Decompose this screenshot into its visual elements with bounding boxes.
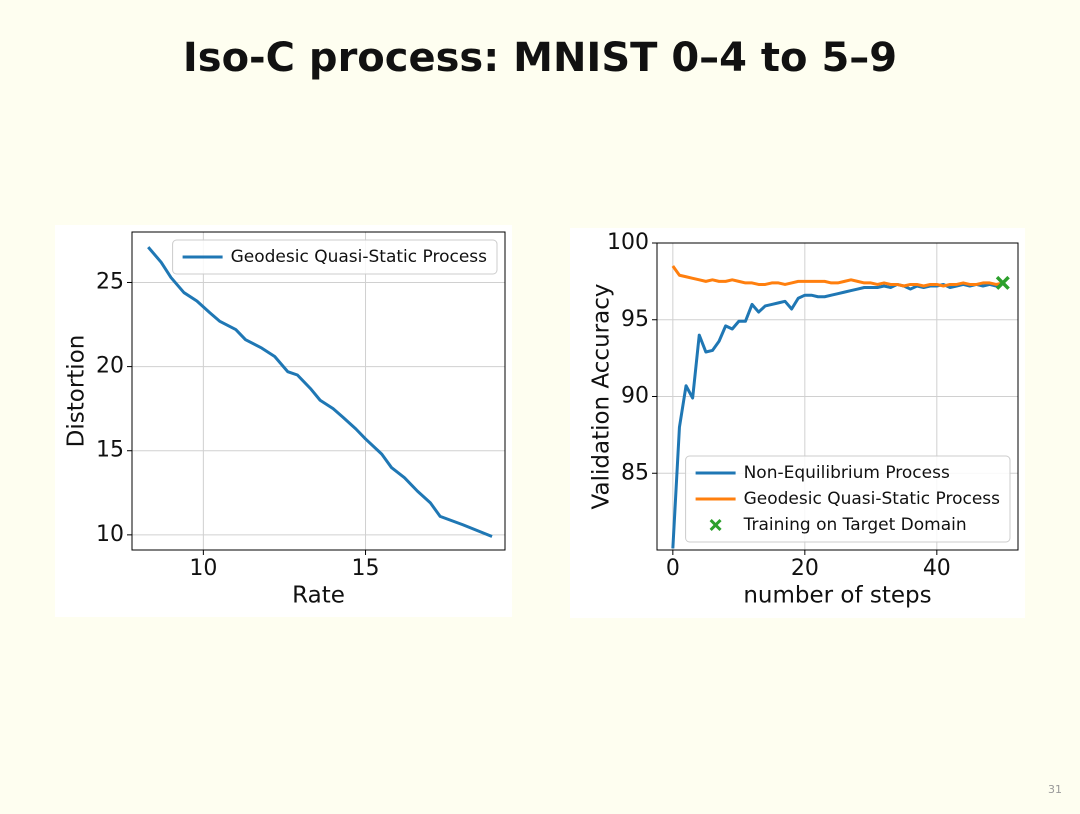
legend-label: Geodesic Quasi-Static Process [231, 247, 488, 267]
y-tick-label: 100 [607, 230, 649, 255]
x-tick-label: 40 [923, 556, 951, 581]
x-tick-label: 20 [791, 556, 819, 581]
plot-frame [656, 242, 1019, 551]
series-line [671, 265, 1004, 288]
x-tick-label: 10 [189, 556, 217, 581]
x-tick-label: 0 [666, 556, 680, 581]
series-line [147, 246, 493, 538]
legend-marker [709, 519, 722, 531]
y-tick-label: 25 [96, 269, 124, 294]
legend-box [172, 239, 498, 275]
y-tick-label: 10 [96, 522, 124, 547]
y-tick-label: 20 [96, 354, 124, 379]
x-axis-label: Rate [292, 583, 345, 609]
x-tick-label: 15 [352, 556, 380, 581]
slide-title: Iso-C process: MNIST 0–4 to 5–9 [183, 35, 897, 81]
marker [995, 275, 1010, 290]
legend-label: Geodesic Quasi-Static Process [744, 489, 1001, 509]
y-tick-label: 90 [621, 384, 649, 409]
panel-background [570, 228, 1025, 618]
legend: Non-Equilibrium Process Geodesic Quasi-St… [685, 455, 1011, 543]
y-tick-label: 15 [96, 438, 124, 463]
panel-background [55, 225, 512, 617]
y-axis-label: Distortion [64, 335, 90, 448]
x-axis-label: number of steps [743, 583, 931, 609]
plot-frame [131, 231, 506, 551]
legend-label: Training on Target Domain [743, 515, 967, 535]
legend-box [685, 455, 1011, 543]
y-tick-label: 95 [621, 307, 649, 332]
y-axis-label: Validation Accuracy [589, 284, 615, 510]
page-number: 31 [1048, 783, 1062, 796]
legend: Geodesic Quasi-Static Process [172, 239, 498, 275]
y-tick-label: 85 [621, 460, 649, 485]
legend-label: Non-Equilibrium Process [744, 463, 950, 483]
